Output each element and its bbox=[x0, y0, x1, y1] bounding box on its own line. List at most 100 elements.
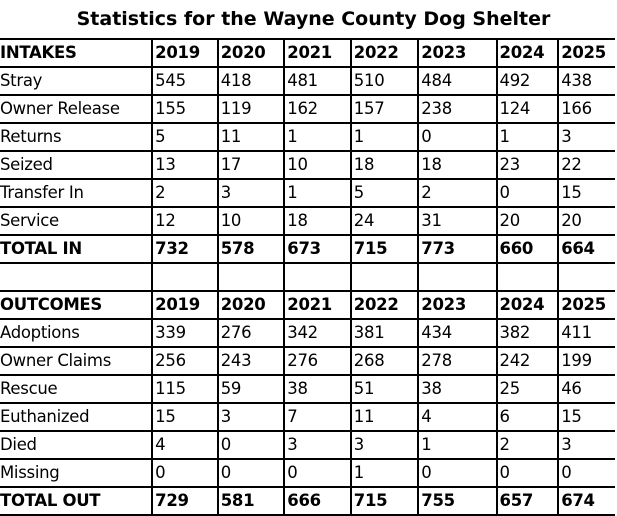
cell-value: 3 bbox=[283, 430, 352, 460]
cell-value: 11 bbox=[349, 402, 420, 432]
cell-value: 418 bbox=[216, 66, 286, 96]
cell-value: 0 bbox=[216, 458, 286, 488]
cell-value: 25 bbox=[495, 374, 560, 404]
cell-value: 3 bbox=[216, 402, 286, 432]
cell-value: 2024 bbox=[495, 290, 560, 320]
cell-value: 492 bbox=[495, 66, 560, 96]
cell-value: 268 bbox=[349, 346, 420, 376]
cell-value: 481 bbox=[283, 66, 352, 96]
cell-value: 434 bbox=[417, 318, 498, 348]
cell-value: 2022 bbox=[349, 38, 420, 68]
cell-value: 2025 bbox=[557, 38, 615, 68]
cell-value: 243 bbox=[216, 346, 286, 376]
cell-value: 10 bbox=[283, 150, 352, 180]
row-label: Returns bbox=[0, 122, 154, 152]
cell-value: 2021 bbox=[283, 290, 352, 320]
cell-value: 664 bbox=[557, 234, 615, 264]
cell-value: 342 bbox=[283, 318, 352, 348]
cell-value: 157 bbox=[349, 94, 420, 124]
row-label: TOTAL IN bbox=[0, 234, 154, 264]
cell-value: 155 bbox=[151, 94, 219, 124]
cell-value: 578 bbox=[216, 234, 286, 264]
cell-value: 4 bbox=[417, 402, 498, 432]
cell-value: 38 bbox=[417, 374, 498, 404]
cell-value: 199 bbox=[557, 346, 615, 376]
row-label: Stray bbox=[0, 66, 154, 96]
cell-value: 11 bbox=[216, 122, 286, 152]
cell-value: 51 bbox=[349, 374, 420, 404]
cell-value: 0 bbox=[495, 458, 560, 488]
cell-value: 0 bbox=[495, 178, 560, 208]
cell-value: 38 bbox=[283, 374, 352, 404]
cell-value: 59 bbox=[216, 374, 286, 404]
cell-value: 18 bbox=[349, 150, 420, 180]
cell-value: 22 bbox=[557, 150, 615, 180]
cell-value: 382 bbox=[495, 318, 560, 348]
cell-value: 278 bbox=[417, 346, 498, 376]
row-label: Transfer In bbox=[0, 178, 154, 208]
outcomes-header-row: OUTCOMES 2019 2020 2021 2022 2023 2024 2025 bbox=[0, 290, 615, 320]
row-label: OUTCOMES bbox=[0, 290, 154, 320]
cell-value: 0 bbox=[283, 458, 352, 488]
row-label bbox=[0, 262, 154, 292]
cell-value: 119 bbox=[216, 94, 286, 124]
cell-value bbox=[349, 262, 420, 292]
cell-value: 2023 bbox=[417, 290, 498, 320]
cell-value: 256 bbox=[151, 346, 219, 376]
table-row: Missing 0 0 0 1 0 0 0 bbox=[0, 458, 615, 488]
row-label: INTAKES bbox=[0, 38, 154, 68]
cell-value: 3 bbox=[216, 178, 286, 208]
cell-value: 715 bbox=[349, 486, 420, 516]
cell-value: 0 bbox=[151, 458, 219, 488]
cell-value: 673 bbox=[283, 234, 352, 264]
row-label: TOTAL OUT bbox=[0, 486, 154, 516]
cell-value: 18 bbox=[417, 150, 498, 180]
cell-value: 2020 bbox=[216, 290, 286, 320]
table-row: Service 12 10 18 24 31 20 20 bbox=[0, 206, 615, 236]
table-row: Owner Release 155 119 162 157 238 124 166 bbox=[0, 94, 615, 124]
cell-value: 2021 bbox=[283, 38, 352, 68]
intakes-header-row: INTAKES 2019 2020 2021 2022 2023 2024 2025 bbox=[0, 38, 615, 68]
spacer-row bbox=[0, 262, 615, 292]
cell-value: 1 bbox=[283, 178, 352, 208]
table-row: Returns 5 11 1 1 0 1 3 bbox=[0, 122, 615, 152]
table-row: Euthanized 15 3 7 11 4 6 15 bbox=[0, 402, 615, 432]
cell-value: 15 bbox=[151, 402, 219, 432]
cell-value: 162 bbox=[283, 94, 352, 124]
cell-value: 2020 bbox=[216, 38, 286, 68]
row-label: Adoptions bbox=[0, 318, 154, 348]
cell-value: 5 bbox=[349, 178, 420, 208]
cell-value: 2024 bbox=[495, 38, 560, 68]
cell-value: 2023 bbox=[417, 38, 498, 68]
cell-value: 31 bbox=[417, 206, 498, 236]
cell-value: 0 bbox=[417, 122, 498, 152]
cell-value: 6 bbox=[495, 402, 560, 432]
cell-value: 276 bbox=[283, 346, 352, 376]
cell-value: 18 bbox=[283, 206, 352, 236]
cell-value: 5 bbox=[151, 122, 219, 152]
row-label: Euthanized bbox=[0, 402, 154, 432]
cell-value: 242 bbox=[495, 346, 560, 376]
cell-value: 732 bbox=[151, 234, 219, 264]
table-row: Seized 13 17 10 18 18 23 22 bbox=[0, 150, 615, 180]
row-label: Seized bbox=[0, 150, 154, 180]
cell-value: 15 bbox=[557, 402, 615, 432]
cell-value: 3 bbox=[557, 430, 615, 460]
cell-value: 381 bbox=[349, 318, 420, 348]
row-label: Owner Claims bbox=[0, 346, 154, 376]
cell-value: 2019 bbox=[151, 38, 219, 68]
cell-value: 1 bbox=[349, 458, 420, 488]
cell-value: 339 bbox=[151, 318, 219, 348]
cell-value: 12 bbox=[151, 206, 219, 236]
cell-value: 657 bbox=[495, 486, 560, 516]
cell-value: 3 bbox=[557, 122, 615, 152]
cell-value: 0 bbox=[417, 458, 498, 488]
cell-value bbox=[557, 262, 615, 292]
cell-value: 729 bbox=[151, 486, 219, 516]
cell-value: 715 bbox=[349, 234, 420, 264]
cell-value: 0 bbox=[557, 458, 615, 488]
cell-value: 2 bbox=[417, 178, 498, 208]
cell-value bbox=[495, 262, 560, 292]
cell-value: 24 bbox=[349, 206, 420, 236]
row-label: Service bbox=[0, 206, 154, 236]
